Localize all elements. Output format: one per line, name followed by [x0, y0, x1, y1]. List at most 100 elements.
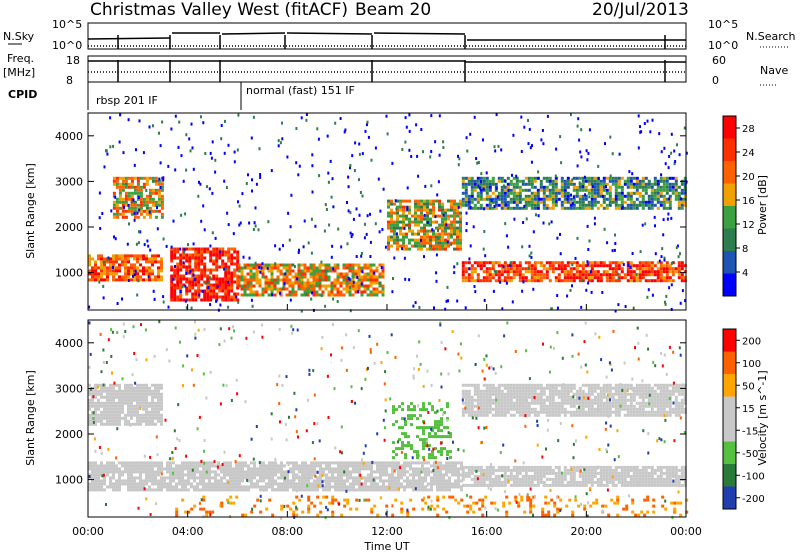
heatmap-cell	[402, 235, 405, 239]
heatmap-cell	[130, 398, 133, 402]
heatmap-cell	[512, 480, 516, 484]
heatmap-cell	[614, 270, 618, 274]
heatmap-cell	[491, 276, 495, 280]
heatmap-cell	[136, 422, 139, 426]
heatmap-cell	[395, 207, 398, 211]
heatmap-cell	[103, 257, 106, 261]
heatmap-cell	[464, 279, 468, 283]
heatmap-cell	[390, 229, 393, 233]
heatmap-cell	[626, 182, 630, 186]
heatmap-cell	[512, 191, 516, 195]
heatmap-cell	[278, 247, 281, 251]
heatmap-cell	[635, 191, 639, 195]
heatmap-cell	[118, 482, 121, 486]
heatmap-cell	[133, 386, 136, 390]
heatmap-cell	[521, 245, 524, 249]
heatmap-cell	[112, 422, 115, 426]
heatmap-cell	[343, 482, 346, 486]
heatmap-cell	[668, 267, 672, 271]
heatmap-cell	[292, 479, 295, 483]
heatmap-cell	[160, 263, 163, 267]
heatmap-cell	[328, 223, 331, 227]
heatmap-cell	[608, 264, 612, 268]
heatmap-cell	[227, 274, 231, 278]
heatmap-cell	[617, 179, 621, 183]
heatmap-cell	[288, 293, 292, 297]
heatmap-cell	[157, 395, 160, 399]
heatmap-cell	[160, 461, 163, 465]
heatmap-cell	[369, 284, 373, 288]
heatmap-cell	[100, 395, 103, 399]
heatmap-cell	[158, 177, 161, 181]
heatmap-cell	[491, 477, 495, 481]
heatmap-cell	[139, 203, 143, 207]
heatmap-cell	[470, 194, 474, 198]
heatmap-cell	[461, 203, 465, 207]
heatmap-cell	[439, 473, 442, 477]
heatmap-cell	[569, 483, 573, 487]
heatmap-cell	[265, 488, 268, 492]
heatmap-cell	[614, 261, 618, 265]
heatmap-cell	[358, 464, 361, 468]
heatmap-cell	[587, 182, 591, 186]
heatmap-cell	[280, 476, 283, 480]
heatmap-cell	[203, 289, 207, 293]
heatmap-cell	[485, 176, 489, 180]
heatmap-cell	[482, 279, 486, 283]
heatmap-cell	[363, 290, 367, 294]
heatmap-cell	[229, 464, 232, 468]
heatmap-cell	[102, 284, 105, 288]
heatmap-cell	[581, 203, 585, 207]
heatmap-cell	[334, 467, 337, 471]
heatmap-cell	[635, 206, 639, 210]
heatmap-cell	[291, 287, 295, 291]
heatmap-cell	[215, 259, 219, 263]
heatmap-cell	[426, 221, 429, 224]
heatmap-cell	[94, 395, 97, 399]
heatmap-cell	[629, 474, 633, 478]
heatmap-cell	[433, 464, 436, 468]
heatmap-cell	[637, 114, 640, 118]
heatmap-cell	[337, 467, 340, 471]
heatmap-cell	[270, 284, 274, 288]
heatmap-cell	[533, 279, 537, 283]
heatmap-cell	[683, 188, 687, 192]
heatmap-cell	[644, 279, 648, 283]
heatmap-cell	[271, 488, 274, 492]
heatmap-cell	[215, 256, 219, 260]
heatmap-cell	[216, 285, 219, 289]
heatmap-cell	[139, 419, 142, 423]
heatmap-cell	[157, 269, 160, 273]
heatmap-cell	[503, 206, 507, 210]
heatmap-cell	[240, 287, 244, 291]
heatmap-cell	[566, 194, 570, 198]
heatmap-cell	[109, 116, 112, 120]
y-tick-label: 4000	[55, 130, 83, 143]
heatmap-cell	[170, 289, 174, 293]
heatmap-cell	[411, 244, 414, 248]
heatmap-cell	[142, 272, 145, 276]
heatmap-cell	[253, 221, 256, 225]
heatmap-cell	[626, 279, 630, 283]
heatmap-cell	[504, 222, 507, 226]
heatmap-cell	[100, 269, 103, 273]
heatmap-cell	[541, 129, 544, 132]
heatmap-cell	[262, 476, 265, 480]
heatmap-cell	[151, 197, 155, 201]
heatmap-cell	[294, 293, 298, 297]
heatmap-cell	[590, 465, 594, 469]
heatmap-cell	[286, 482, 289, 486]
heatmap-cell	[674, 468, 678, 472]
y-tick-label: 2000	[55, 221, 83, 234]
heatmap-cell	[677, 206, 681, 210]
heatmap-cell	[212, 289, 216, 293]
heatmap-cell	[593, 188, 597, 192]
heatmap-cell	[482, 176, 486, 180]
heatmap-cell	[106, 395, 109, 399]
heatmap-cell	[629, 270, 633, 274]
heatmap-cell	[572, 273, 576, 277]
heatmap-cell	[312, 275, 316, 279]
heatmap-cell	[456, 211, 459, 215]
heatmap-cell	[133, 422, 136, 426]
heatmap-cell	[536, 468, 540, 472]
